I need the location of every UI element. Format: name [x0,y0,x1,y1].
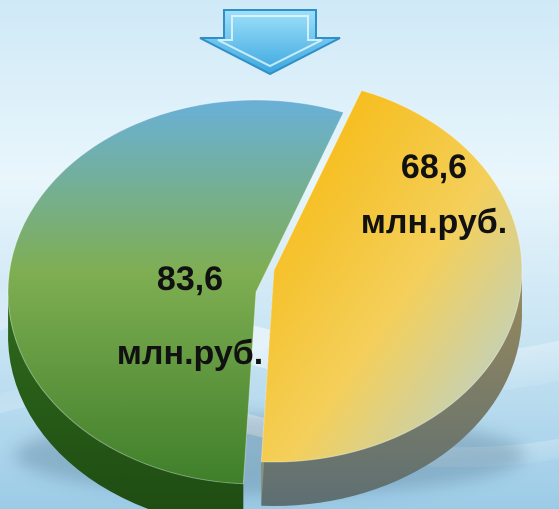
pie-slice-side-yellow [261,273,522,506]
slice-label-yellow: 68,6 млн.руб. [361,148,507,241]
pie-slice-green [7,99,345,485]
pie-slice-yellow [260,89,523,463]
slice-label-green: 83,6 млн.руб. [117,260,263,372]
data-label-unit: млн.руб. [361,203,507,241]
data-label-value: 83,6 [157,260,223,298]
pie-slice-side-green [8,296,244,509]
pie-slices [7,89,523,509]
data-label-unit: млн.руб. [117,334,263,372]
down-arrow-icon [199,9,341,76]
data-label-value: 68,6 [401,148,467,186]
